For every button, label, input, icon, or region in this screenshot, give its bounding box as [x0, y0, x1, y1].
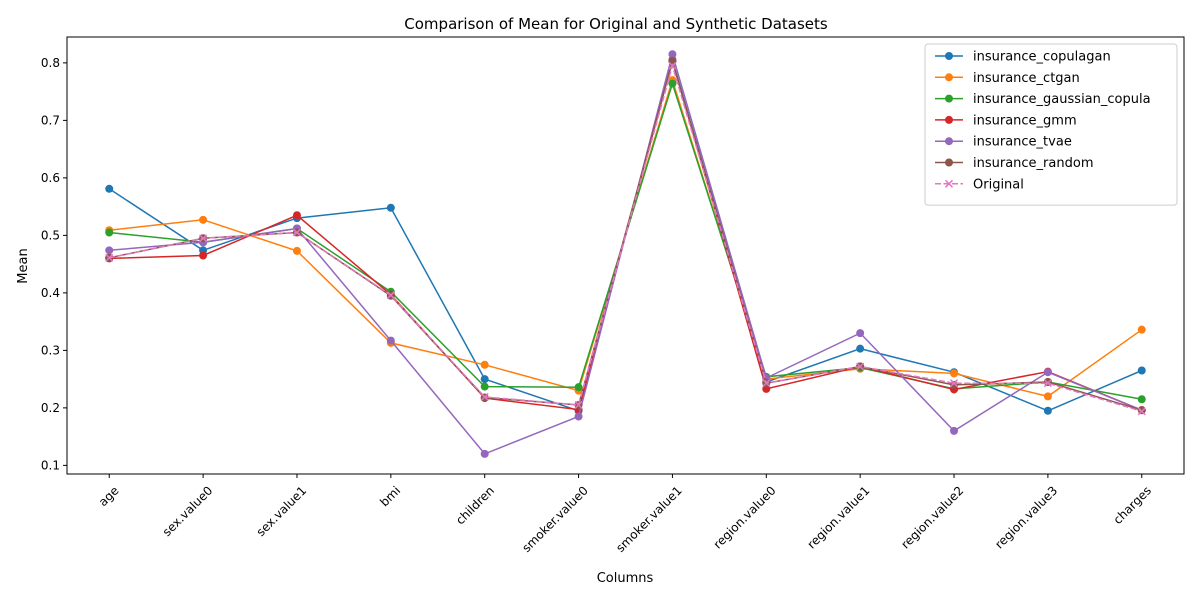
x-tick-label: charges	[1111, 483, 1155, 527]
legend-entry: insurance_ctgan	[935, 71, 1080, 86]
y-tick-label: 0.6	[41, 171, 60, 185]
legend-label: Original	[973, 177, 1024, 192]
y-tick-label: 0.8	[41, 56, 60, 70]
data-point	[574, 383, 583, 392]
x-tick-label: smoker.value1	[613, 483, 685, 555]
data-point	[950, 369, 959, 378]
x-tick-label: age	[96, 483, 122, 509]
legend-marker	[945, 115, 953, 124]
x-tick-label: region.value3	[992, 483, 1060, 551]
y-tick-label: 0.5	[41, 228, 60, 242]
x-tick-label: sex.value0	[160, 483, 216, 539]
y-tick-label: 0.7	[41, 113, 60, 127]
data-point	[1043, 368, 1052, 377]
data-point	[386, 336, 395, 345]
legend-entry: insurance_tvae	[935, 135, 1072, 150]
legend-marker	[945, 137, 953, 146]
data-point	[1137, 395, 1146, 404]
chart-title: Comparison of Mean for Original and Synt…	[404, 15, 828, 33]
data-point	[292, 246, 301, 255]
legend-marker	[945, 94, 953, 103]
series-line	[109, 62, 1143, 413]
x-tick-label: sex.value1	[254, 483, 310, 539]
data-point	[856, 329, 865, 338]
data-point	[574, 412, 583, 421]
legend-label: insurance_gmm	[973, 113, 1077, 128]
x-tick-label: region.value1	[804, 483, 872, 551]
legend-entry: insurance_copulagan	[935, 50, 1111, 65]
data-point	[386, 291, 395, 300]
data-point	[199, 215, 208, 224]
series-Original	[105, 61, 1146, 416]
x-tick-label: bmi	[377, 483, 403, 509]
data-point	[574, 400, 583, 410]
y-tick-label: 0.3	[41, 343, 60, 357]
legend: insurance_copulagan insurance_ctganinsura…	[924, 43, 1178, 206]
data-point	[199, 251, 208, 260]
series-layer	[105, 50, 1146, 458]
data-point	[1043, 392, 1052, 401]
legend-marker	[945, 52, 953, 60]
x-tick-label: children	[453, 483, 497, 527]
y-tick-label: 0.1	[41, 458, 60, 472]
data-point	[386, 203, 395, 212]
legend-label: insurance_copulagan	[973, 50, 1111, 65]
legend-label: insurance_tvae	[973, 135, 1072, 150]
data-point	[668, 50, 677, 59]
legend-marker	[945, 158, 953, 167]
data-point	[1137, 325, 1146, 334]
x-axis-label: Columns	[597, 571, 654, 586]
x-tick-label: region.value2	[898, 483, 966, 551]
data-point	[105, 184, 114, 193]
data-point	[105, 253, 114, 262]
data-point	[762, 384, 771, 393]
legend-label: insurance_random	[973, 156, 1093, 171]
data-point	[1137, 407, 1146, 416]
x-tick-label: smoker.value0	[519, 483, 591, 555]
legend-entry: insurance_gaussian_copula	[935, 92, 1151, 107]
y-axis: 0.1 0.2 0.3 0.4 0.5 0.6 0.7 0.8	[41, 56, 67, 472]
data-point	[292, 228, 302, 237]
legend-entry: Original	[935, 177, 1024, 192]
data-point	[762, 379, 771, 388]
y-tick-label: 0.2	[41, 401, 60, 415]
data-point	[480, 360, 489, 369]
data-point	[480, 382, 489, 391]
data-point	[668, 61, 677, 70]
legend-entry: insurance_random	[935, 156, 1093, 171]
data-point	[480, 375, 489, 384]
legend-label: insurance_gaussian_copula	[973, 92, 1151, 107]
data-point	[105, 246, 114, 255]
data-point	[292, 211, 301, 220]
data-point	[199, 234, 208, 243]
x-tick-label: region.value0	[711, 483, 779, 551]
data-point	[480, 392, 489, 401]
x-axis: age sex.value0 sex.value1 bmi children smoker…	[96, 474, 1154, 555]
plot-frame	[66, 36, 1185, 475]
data-point	[105, 228, 114, 237]
legend-marker	[944, 179, 954, 188]
data-point	[949, 379, 959, 388]
y-axis-label: Mean	[16, 248, 31, 283]
plot-area	[66, 36, 1185, 475]
data-point	[668, 79, 677, 88]
data-point	[1043, 406, 1052, 415]
data-point	[856, 344, 865, 353]
legend-marker	[945, 73, 953, 82]
data-point	[950, 426, 959, 435]
data-point	[1043, 379, 1052, 388]
legend-box	[924, 43, 1178, 206]
legend-entry: insurance_gmm	[935, 113, 1077, 128]
data-point	[1137, 406, 1146, 415]
y-tick-label: 0.4	[41, 286, 60, 300]
data-point	[480, 449, 489, 458]
legend-label: insurance_ctgan	[973, 71, 1080, 86]
data-point	[1137, 366, 1146, 375]
data-point	[856, 362, 865, 371]
